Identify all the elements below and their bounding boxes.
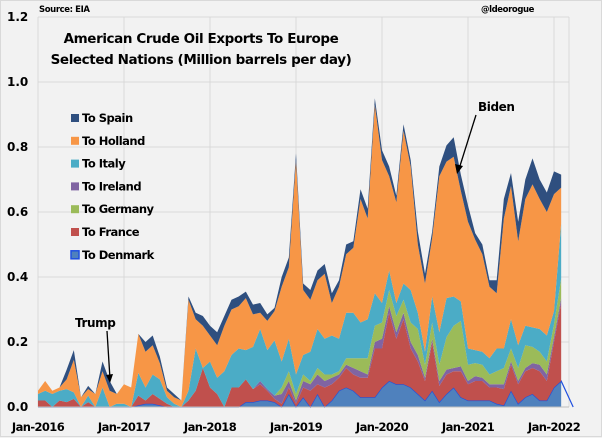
y-tick-label: 0.2 [7, 335, 28, 349]
area-to-denmark [38, 381, 562, 407]
legend-swatch [70, 250, 80, 260]
legend-item: To Germany [71, 202, 155, 216]
annotations: Trump Biden [75, 100, 515, 383]
legend-swatch [71, 136, 79, 145]
annotation-trump-label: Trump [75, 316, 116, 330]
annotation-biden-label: Biden [478, 100, 515, 114]
legend-item: To Italy [71, 157, 127, 171]
area-to-france [38, 303, 562, 407]
annotation-biden-arrow [458, 114, 477, 170]
legend-label: To Spain [82, 111, 133, 125]
annotation-biden-arrowhead [455, 164, 463, 174]
legend-item: To Ireland [71, 179, 142, 193]
chart-title: American Crude Oil Exports To Europe [64, 31, 339, 47]
legend-item: To Denmark [70, 248, 155, 262]
x-tick-label: Jan-2018 [183, 420, 237, 434]
x-tick-label: Jan-2022 [527, 420, 580, 434]
x-axis-ticks: Jan-2016 Jan-2017 Jan-2018 Jan-2019 Jan-2020… [11, 420, 581, 434]
x-tick-label: Jan-2016 [11, 420, 65, 434]
y-tick-label: 0.6 [7, 205, 28, 219]
y-tick-label: 0.0 [7, 400, 28, 414]
source-label: Source: EIA [39, 5, 90, 15]
legend-swatch [71, 228, 79, 236]
legend-item: To France [71, 225, 140, 239]
annotation-trump-arrow [106, 330, 111, 380]
legend-item: To Holland [71, 134, 146, 148]
x-tick-label: Jan-2019 [269, 420, 323, 434]
y-tick-label: 1.0 [7, 75, 28, 89]
legend-label: To Denmark [82, 248, 155, 262]
credit-label: @ldeorogue [481, 5, 535, 15]
legend-swatch [71, 205, 79, 214]
legend-label: To Germany [82, 202, 155, 216]
legend: To Spain To Holland To Italy To Ireland To G… [70, 111, 155, 262]
y-tick-label: 0.4 [7, 270, 28, 284]
legend-swatch [71, 114, 79, 122]
chart-subtitle: Selected Nations (Million barrels per da… [51, 52, 352, 68]
y-axis-ticks: 0.0 0.2 0.4 0.6 0.8 1.0 1.2 [7, 10, 28, 414]
y-tick-label: 0.8 [7, 140, 28, 154]
annotation-trump-arrowhead [106, 374, 113, 383]
legend-label: To France [82, 225, 140, 239]
area-to-germany [38, 278, 562, 407]
x-tick-label: Jan-2021 [441, 420, 495, 434]
legend-swatch [71, 182, 79, 191]
legend-label: To Italy [82, 157, 126, 171]
legend-swatch [71, 159, 79, 168]
y-tick-label: 1.2 [7, 10, 28, 24]
legend-label: To Holland [82, 134, 145, 148]
x-tick-label: Jan-2020 [355, 420, 409, 434]
legend-item: To Spain [71, 111, 133, 125]
legend-label: To Ireland [82, 179, 141, 193]
x-tick-label: Jan-2017 [97, 420, 151, 434]
area-to-italy [38, 223, 562, 407]
area-to-holland [38, 104, 562, 407]
